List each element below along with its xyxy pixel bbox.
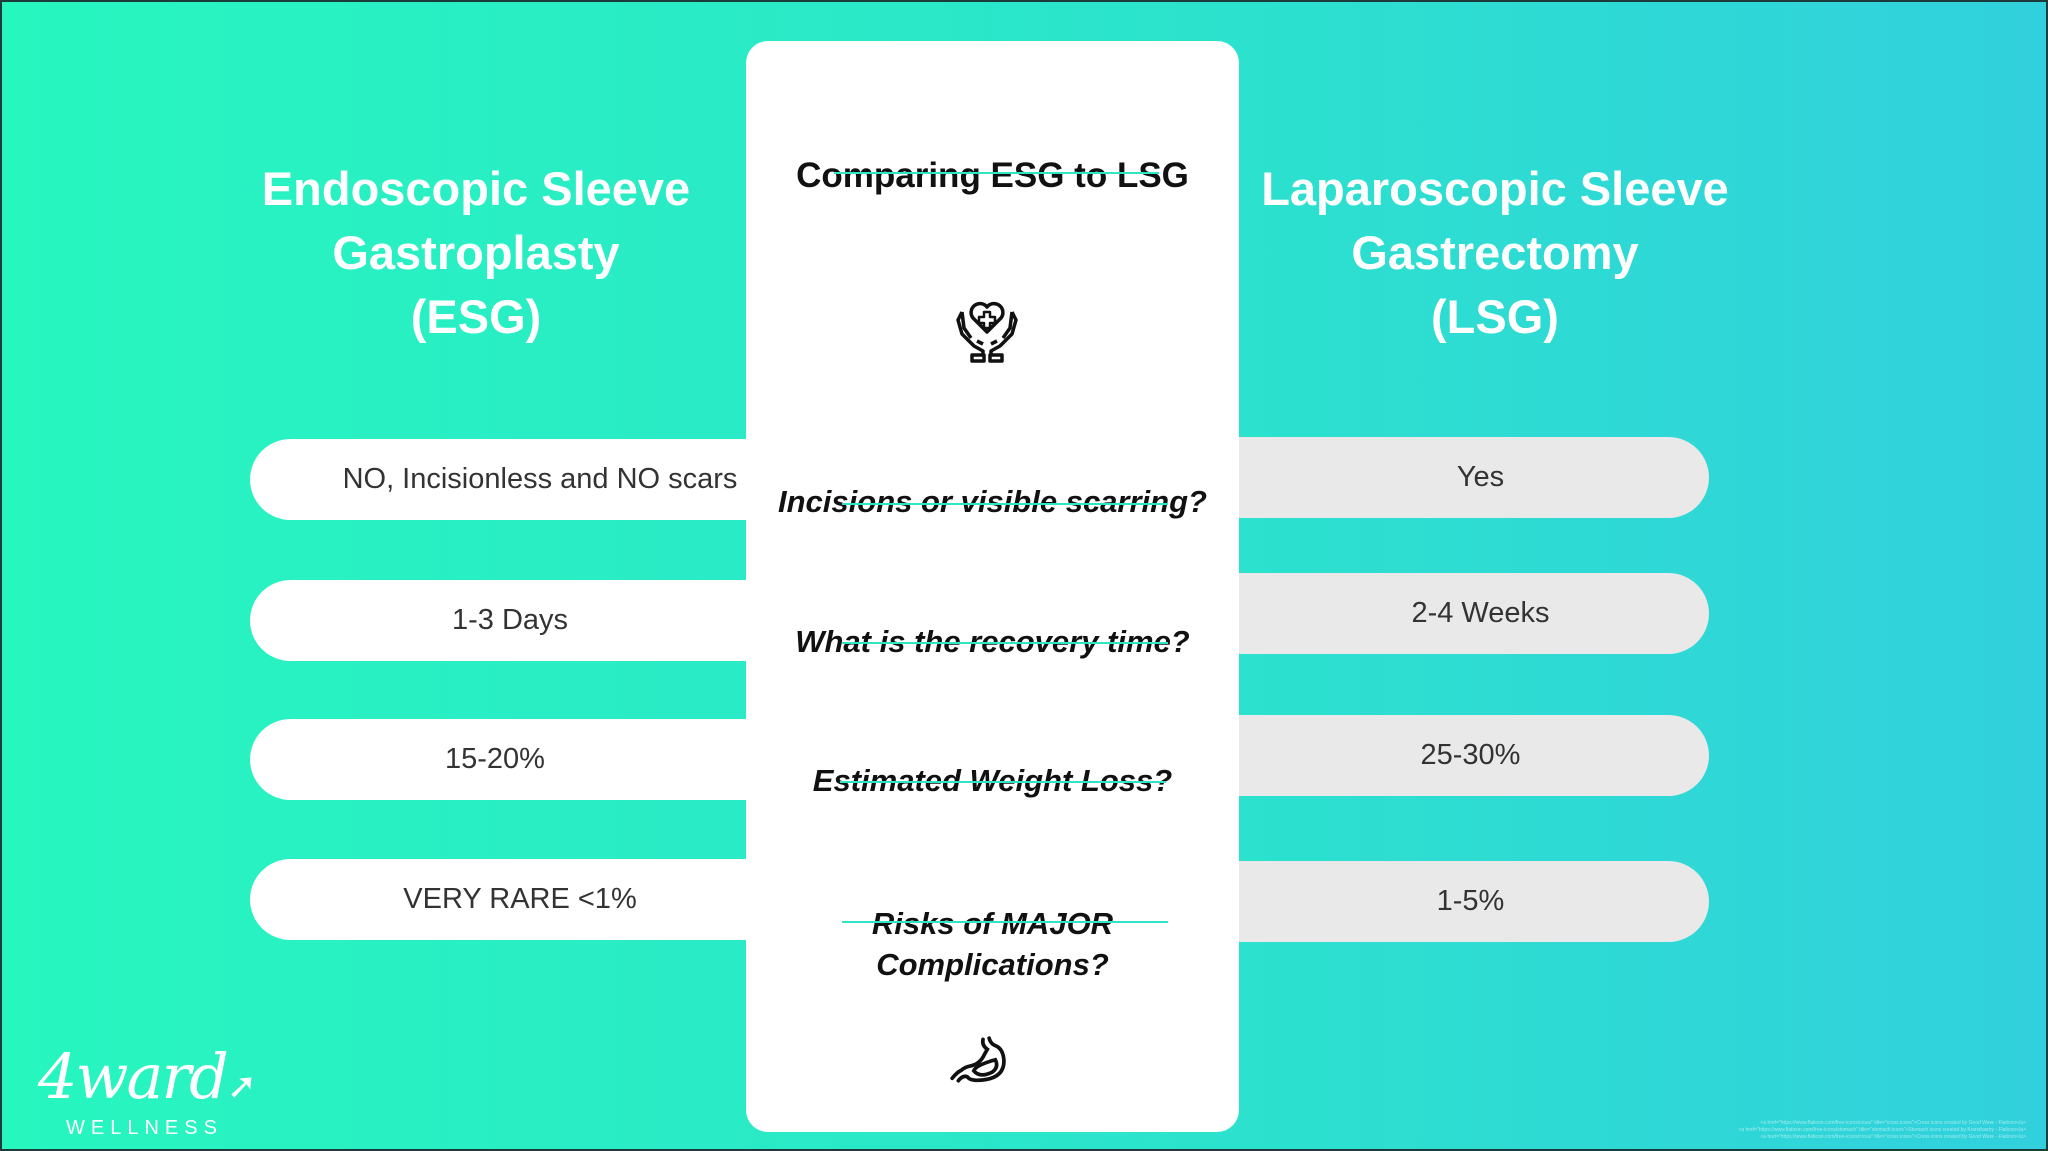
esg-title: Endoscopic Sleeve Gastroplasty (ESG) (176, 157, 776, 349)
question-risks-line: Risks of MAJOR (871, 906, 1114, 941)
attribution-line: <a href="https://www.flaticon.com/free-i… (1760, 1134, 2026, 1140)
question-recovery: What is the recovery time? (795, 624, 1190, 659)
lsg-title-line: Gastrectomy (1351, 226, 1639, 279)
lsg-value-incisions: Yes (1202, 437, 1709, 518)
4ward-wellness-logo: 4ward➚ WELLNESS (38, 1040, 257, 1140)
esg-value-recovery: 1-3 Days (250, 580, 770, 661)
comparison-card: Comparing ESG to LSG Incisions or visibl… (746, 41, 1239, 1132)
card-title: Comparing ESG to LSG (796, 156, 1189, 195)
stomach-icon (950, 1036, 1006, 1083)
esg-title-line: (ESG) (410, 290, 542, 343)
lsg-value-risks: 1-5% (1202, 861, 1709, 942)
question-underline (842, 642, 1168, 644)
esg-value-risks: VERY RARE <1% (250, 859, 770, 940)
icon-attribution: <a href="https://www.flaticon.com/free-i… (1738, 1120, 2026, 1141)
attribution-line: <a href="https://www.flaticon.com/free-i… (1738, 1127, 2026, 1133)
question-incisions: Incisions or visible scarring? (778, 484, 1207, 519)
lsg-title: Laparoscopic Sleeve Gastrectomy (LSG) (1195, 157, 1795, 349)
esg-value-incisions: NO, Incisionless and NO scars (250, 439, 770, 520)
title-underline (834, 172, 1159, 174)
lsg-value-recovery: 2-4 Weeks (1202, 573, 1709, 654)
question-underline (840, 781, 1166, 783)
lsg-title-line: Laparoscopic Sleeve (1261, 162, 1729, 215)
esg-value-weight-loss: 15-20% (250, 719, 770, 800)
lsg-value-weight-loss: 25-30% (1202, 715, 1709, 796)
question-weight-loss: Estimated Weight Loss? (812, 763, 1173, 798)
esg-title-line: Gastroplasty (332, 226, 620, 279)
question-underline (842, 921, 1168, 923)
esg-title-line: Endoscopic Sleeve (261, 162, 691, 215)
attribution-line: <a href="https://www.flaticon.com/free-i… (1760, 1120, 2026, 1126)
question-underline (842, 503, 1168, 505)
logo-wordmark: 4ward➚ (38, 1040, 257, 1113)
logo-subtitle: WELLNESS (66, 1117, 223, 1139)
heart-hands-icon (956, 301, 1018, 363)
lsg-title-line: (LSG) (1431, 290, 1559, 343)
question-risks-line: Complications? (876, 947, 1109, 982)
question-risks: Risks of MAJOR Complications? (746, 903, 1239, 985)
